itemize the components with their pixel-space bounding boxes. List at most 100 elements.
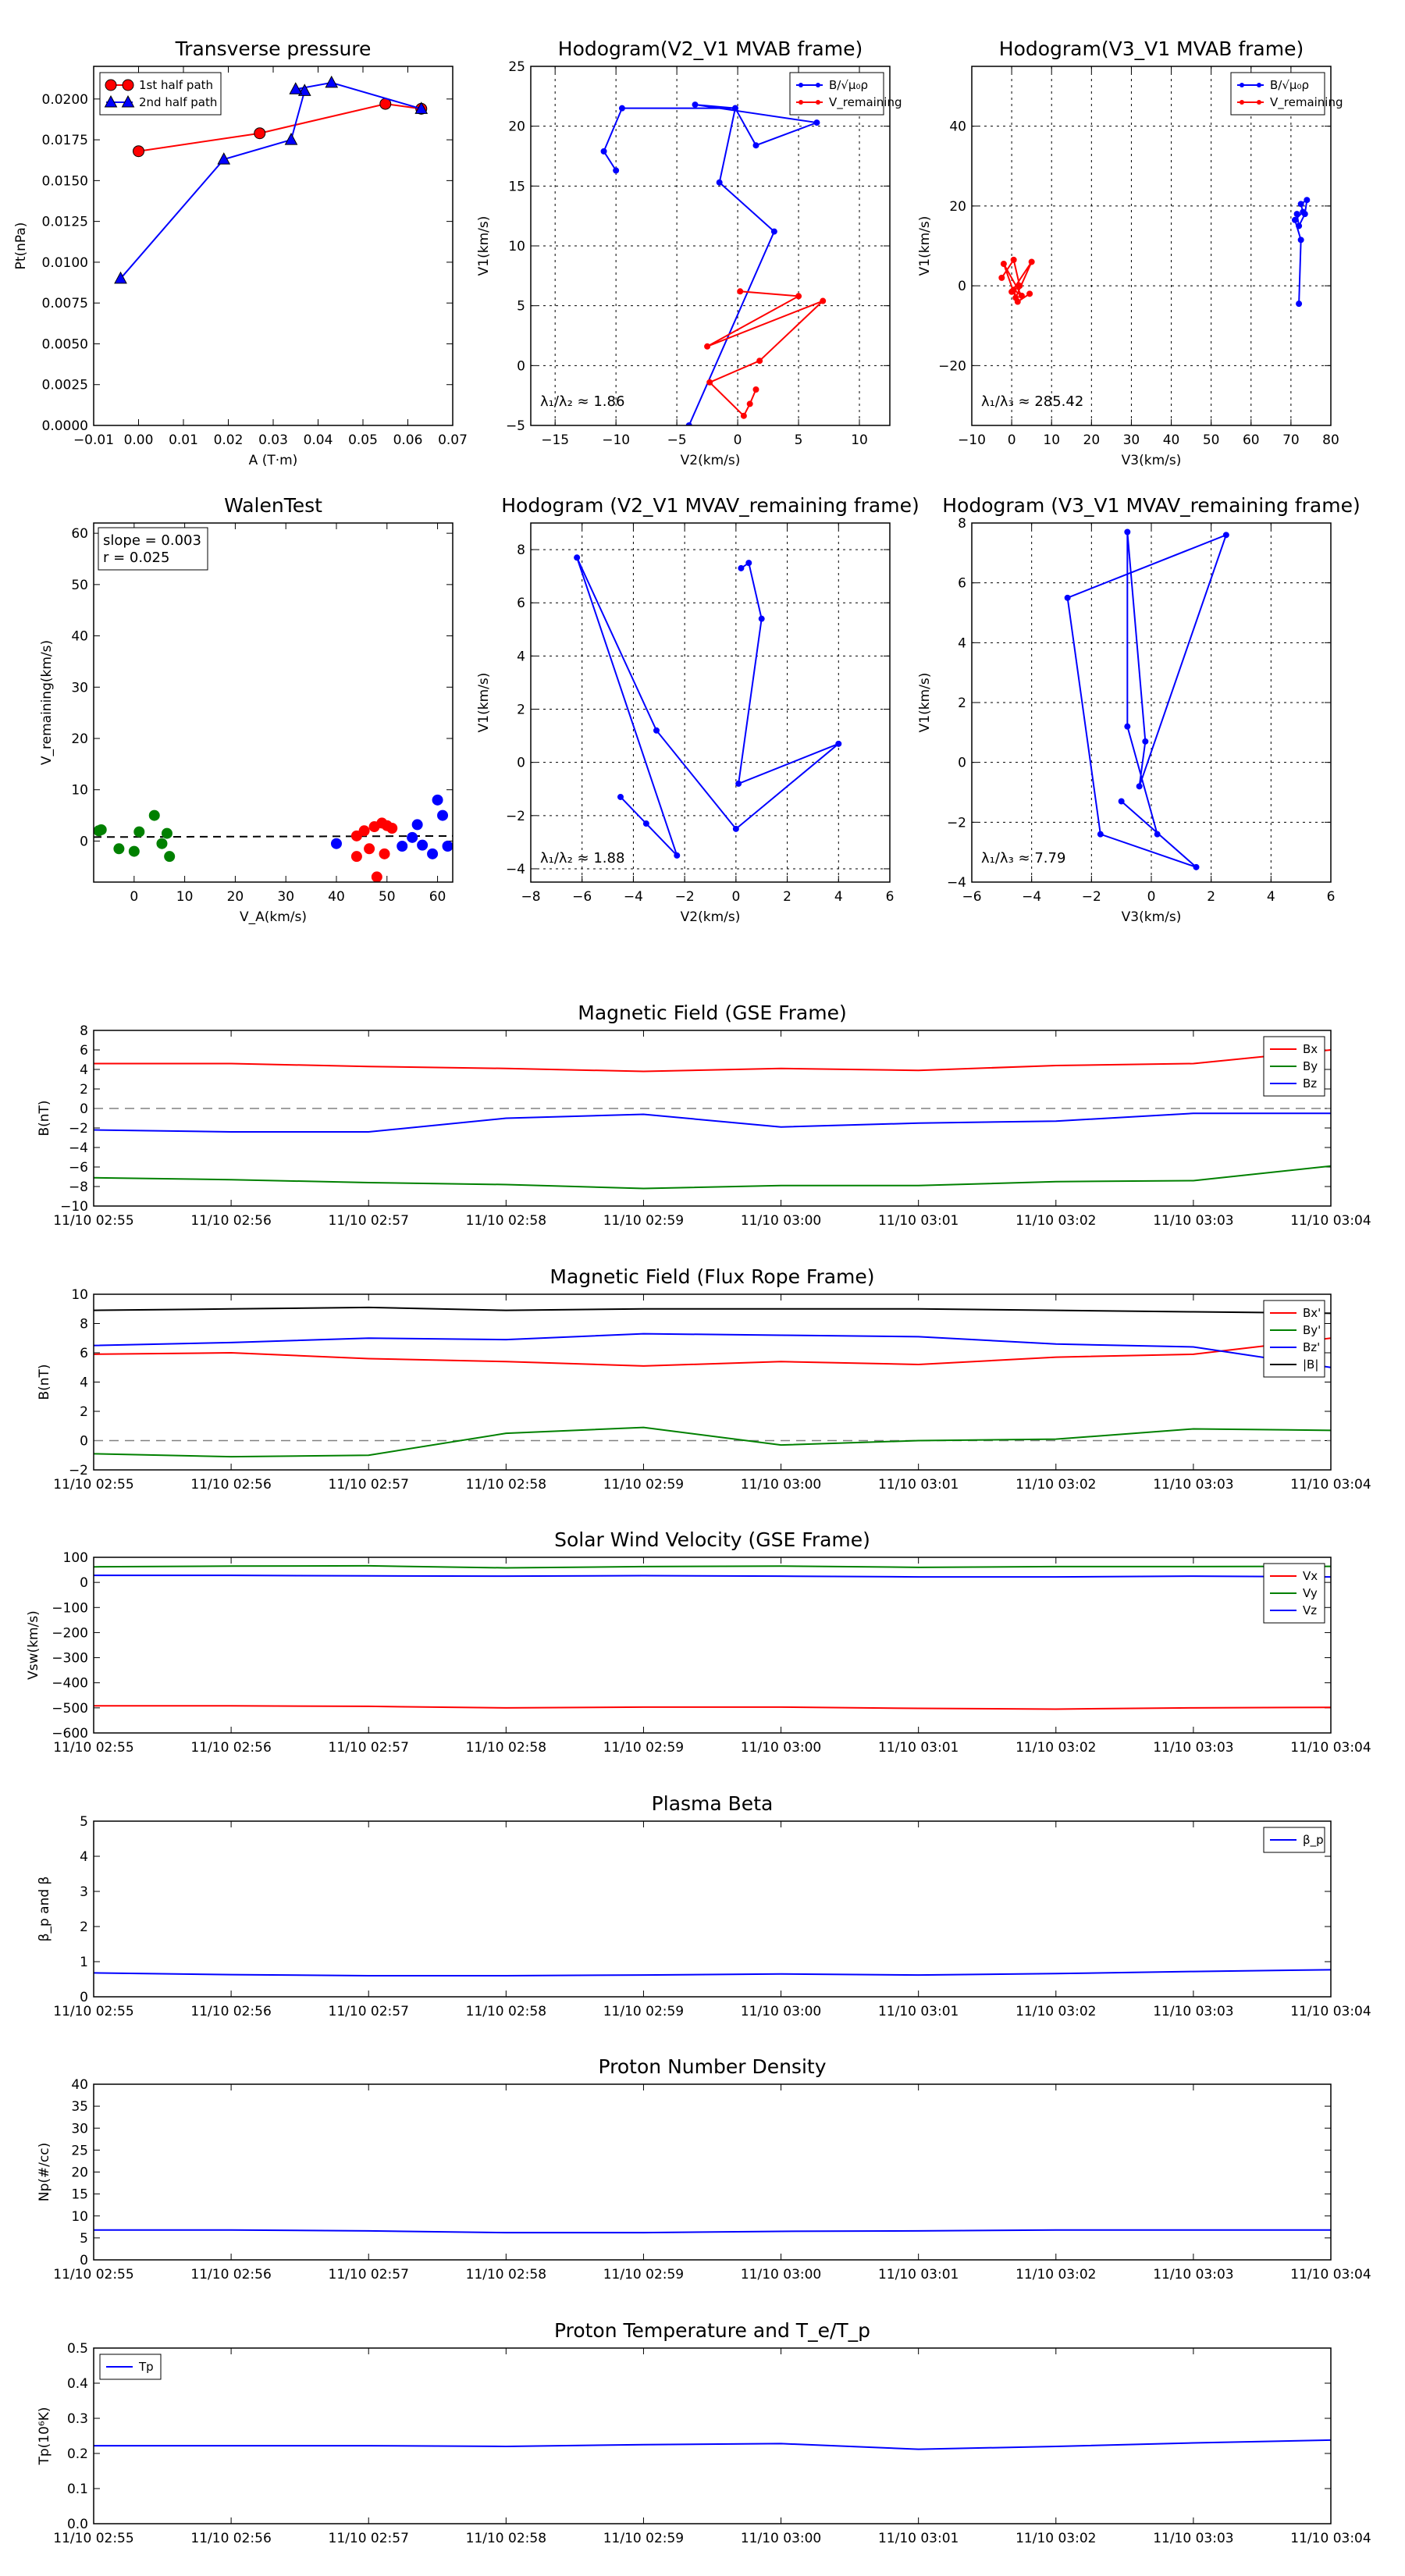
hodo_v3v1_mvab-legend-dot xyxy=(1257,83,1261,87)
transverse-point xyxy=(114,271,127,284)
walen-xtick-label: 60 xyxy=(429,889,446,905)
temp-ytick-label: 0.2 xyxy=(67,2446,88,2462)
mag_fr-xtick-label: 11/10 03:02 xyxy=(1016,1477,1096,1493)
temp-xtick-label: 11/10 02:59 xyxy=(603,2531,684,2546)
walen-ytick-label: 40 xyxy=(71,629,88,645)
transverse-ytick-label: 0.0000 xyxy=(42,418,88,434)
density-ytick-label: 15 xyxy=(71,2187,88,2203)
transverse-point xyxy=(105,79,117,91)
hodo_v3v1_mvab-point xyxy=(1301,211,1308,218)
beta-ytick-label: 5 xyxy=(80,1814,88,1830)
sw_vel-ytick-label: 100 xyxy=(63,1550,88,1566)
mag_fr-ytick-label: −2 xyxy=(69,1463,88,1478)
hodo_v2v1_mvab-point xyxy=(770,228,777,235)
hodo_v2v1_mvav-point xyxy=(732,825,739,832)
transverse-title: Transverse pressure xyxy=(175,37,372,60)
hodo_v2v1_mvab-legend-dot xyxy=(816,83,820,87)
mag_fr-ytick-label: 0 xyxy=(80,1434,88,1450)
transverse-legend-label: 2nd half path xyxy=(139,95,217,109)
walen-fit-line xyxy=(94,834,453,838)
hodo_v3v1_mvav-ytick-label: 8 xyxy=(958,516,966,532)
hodo_v2v1_mvab-frame xyxy=(530,66,891,426)
temp-xtick-label: 11/10 03:02 xyxy=(1016,2531,1096,2546)
hodo_v2v1_mvav-chart: Hodogram (V2_V1 MVAV_remaining frame) −4 −… xyxy=(476,494,919,925)
mag_gse-ytick-label: 6 xyxy=(80,1043,88,1059)
transverse-xtick-label: 0.00 xyxy=(124,432,154,448)
temp-xtick-label: 11/10 03:01 xyxy=(878,2531,959,2546)
walen-point xyxy=(432,794,443,806)
hodo_v2v1_mvab-ytick-label: 10 xyxy=(508,239,525,254)
hodo_v2v1_mvab-point xyxy=(706,379,713,386)
hodo_v2v1_mvab-point xyxy=(685,422,692,425)
mag_gse-xtick-label: 11/10 02:57 xyxy=(329,1213,409,1229)
density-xtick-label: 11/10 02:57 xyxy=(329,2267,409,2282)
transverse-ytick-label: 0.0150 xyxy=(42,173,88,189)
transverse-xtick-label: 0.01 xyxy=(169,432,198,448)
beta-xtick-label: 11/10 03:03 xyxy=(1153,2004,1233,2019)
mag_fr-series-bx xyxy=(94,1337,1331,1367)
sw_vel-xtick-label: 11/10 03:04 xyxy=(1290,1740,1371,1756)
mag_fr-ytick-label: 6 xyxy=(80,1346,88,1361)
mag_gse-legend-label: Bz xyxy=(1303,1076,1317,1091)
beta-xtick-label: 11/10 02:57 xyxy=(329,2004,409,2019)
transverse-point xyxy=(217,152,231,165)
mag_gse-xtick-label: 11/10 02:56 xyxy=(190,1213,271,1229)
transverse-point xyxy=(104,94,118,108)
hodo_v2v1_mvab-plot-area xyxy=(600,101,827,425)
walen-point xyxy=(133,826,145,838)
hodo_v3v1_mvab-legend-label: B/√μ₀ρ xyxy=(1270,78,1309,92)
temp-ytick-label: 0.1 xyxy=(67,2482,88,2497)
temp-chart: Proton Temperature and T_e/T_p 0.0 0.1 0.2 0… xyxy=(37,2319,1371,2546)
temp-ytick-label: 0.5 xyxy=(67,2341,88,2357)
hodo_v2v1_mvab-ytick-label: 5 xyxy=(517,299,525,315)
hodo_v3v1_mvab-legend-label: V_remaining xyxy=(1270,95,1343,110)
mag_fr-series-b xyxy=(94,1306,1331,1315)
walen-annotation-line: r = 0.025 xyxy=(103,550,169,566)
mag_fr-title: Magnetic Field (Flux Rope Frame) xyxy=(550,1265,874,1288)
hodo_v3v1_mvav-point xyxy=(1142,738,1149,745)
density-xtick-label: 11/10 02:59 xyxy=(603,2267,684,2282)
hodo_v3v1_mvab-legend-dot xyxy=(1240,83,1244,87)
hodo_v3v1_mvav-point xyxy=(1064,594,1071,601)
hodo_v3v1_mvab-point xyxy=(1296,222,1303,229)
hodo_v2v1_mvav-xtick-label: −4 xyxy=(624,889,643,905)
hodo_v2v1_mvav-ytick-label: −4 xyxy=(506,862,525,877)
walen-point xyxy=(164,851,176,863)
hodo_v3v1_mvab-point xyxy=(1026,290,1033,297)
hodo_v2v1_mvab-point xyxy=(740,412,747,419)
sw_vel-legend-label: Vy xyxy=(1303,1586,1318,1600)
walen-xtick-label: 40 xyxy=(328,889,345,905)
hodo_v2v1_mvab-point xyxy=(613,167,620,174)
hodo_v2v1_mvav-title: Hodogram (V2_V1 MVAV_remaining frame) xyxy=(501,494,919,517)
mag_gse-title: Magnetic Field (GSE Frame) xyxy=(578,1002,846,1024)
temp-xtick-label: 11/10 03:04 xyxy=(1290,2531,1371,2546)
mag_gse-ytick-label: −2 xyxy=(69,1121,88,1137)
hodo_v3v1_mvab-point xyxy=(998,274,1005,281)
hodo_v2v1_mvav-ytick-label: −2 xyxy=(506,809,525,824)
hodo_v3v1_mvab-point xyxy=(1010,286,1017,294)
walen-ytick-label: 60 xyxy=(71,526,88,542)
hodo_v3v1_mvav-ytick-label: 4 xyxy=(958,635,966,651)
hodo_v3v1_mvab-point xyxy=(1292,216,1298,223)
hodo_v3v1_mvab-xtick-label: 50 xyxy=(1203,432,1220,448)
density-ytick-label: 0 xyxy=(80,2253,88,2268)
sw_vel-plot-area xyxy=(94,1564,1331,1710)
transverse-xtick-label: 0.02 xyxy=(214,432,244,448)
sw_vel-ytick-label: −500 xyxy=(52,1701,88,1717)
mag_fr-frame xyxy=(93,1293,1332,1471)
walen-point xyxy=(350,830,362,841)
hodo_v2v1_mvav-ytick-label: 8 xyxy=(517,543,525,558)
mag_gse-xtick-label: 11/10 03:02 xyxy=(1016,1213,1096,1229)
transverse-legend xyxy=(99,72,222,116)
walen-point xyxy=(379,848,390,859)
mag_gse-ytick-label: −4 xyxy=(69,1140,88,1156)
mag_fr-xtick-label: 11/10 02:59 xyxy=(603,1477,684,1493)
mag_fr-xtick-label: 11/10 03:01 xyxy=(878,1477,959,1493)
beta-xtick-label: 11/10 03:02 xyxy=(1016,2004,1096,2019)
mag_gse-xtick-label: 11/10 02:59 xyxy=(603,1213,684,1229)
hodo_v2v1_mvab-xtick-label: −15 xyxy=(541,432,569,448)
mag_gse-plot-area xyxy=(94,1049,1331,1190)
mag_fr-xtick-label: 11/10 02:56 xyxy=(190,1477,271,1493)
hodo_v2v1_mvab-legend-dot xyxy=(816,100,820,105)
mag_gse-ytick-label: −8 xyxy=(69,1179,88,1195)
